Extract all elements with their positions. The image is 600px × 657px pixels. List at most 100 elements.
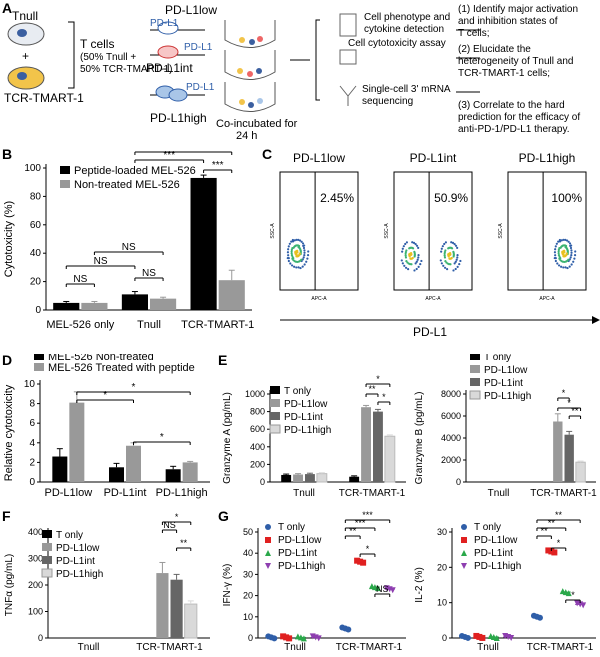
legend-swatch xyxy=(269,424,281,434)
category-label-tcr-tmart-1: TCR-TMART-1 xyxy=(530,488,597,499)
flow-event xyxy=(441,245,444,248)
flow-event xyxy=(408,247,411,250)
y-tick-label: 100 xyxy=(24,163,41,174)
flow-event xyxy=(456,256,459,259)
assay-brace xyxy=(315,19,320,101)
flow-event xyxy=(442,264,445,267)
flow-event xyxy=(568,265,571,268)
x-axis-name: APC-A xyxy=(425,296,441,302)
bar-pd-l1low-tcr-tmart-1 xyxy=(553,421,563,482)
flow-event xyxy=(293,265,296,268)
legend-label-pd-l1low: PD-L1low xyxy=(474,535,518,546)
bar-t-only-tcr-tmart-1 xyxy=(349,476,360,482)
flow-event xyxy=(554,254,557,257)
flow-event xyxy=(290,264,294,267)
legend-swatch xyxy=(270,412,280,420)
point-t-only-tnull xyxy=(464,634,471,641)
flow-event xyxy=(404,254,407,257)
flow-event xyxy=(449,263,452,266)
legend-swatch xyxy=(34,354,44,360)
significance-label: ** xyxy=(555,510,563,520)
y-tick-label: 0 xyxy=(35,305,41,316)
legend-swatch xyxy=(34,363,44,371)
flow-event xyxy=(300,258,303,261)
legend-swatch xyxy=(470,378,480,386)
legend-marker xyxy=(461,550,467,556)
chart-e-granzyme-a: 0 200 400 600 800 1000 Granzyme A (pg/mL) Tnull… xyxy=(222,374,406,499)
panel-label-b: B xyxy=(2,146,13,162)
bar-pd-l1high-tcr-tmart-1 xyxy=(384,435,396,483)
legend-label-pd-l1high: PD-L1high xyxy=(56,569,103,580)
pdl1-low-top-label: PD-L1low xyxy=(165,3,218,17)
flow-event xyxy=(565,252,568,255)
y-tick-label: 50 xyxy=(243,527,253,537)
flow-event xyxy=(404,251,407,254)
significance-label: *** xyxy=(362,510,373,520)
bar-mel-526-treated-with-peptide-pd-l1high xyxy=(182,462,198,482)
axes-D: 0 2 4 6 8 10 Relative cytotoxicity xyxy=(3,379,210,488)
legend-swatch xyxy=(270,399,280,407)
flow-event xyxy=(440,262,443,265)
pdl1-axis-label: PD-L1 xyxy=(413,325,447,338)
significance-label: *** xyxy=(163,150,175,161)
flow-event xyxy=(413,269,416,272)
flow-event xyxy=(573,257,576,260)
x-axis-name: APC-A xyxy=(311,296,327,302)
y-tick-label: 400 xyxy=(250,442,265,452)
cytotox-icon xyxy=(339,49,357,65)
flow-event xyxy=(454,260,457,263)
flow-event xyxy=(416,258,419,261)
y-axis-name: SSC-A xyxy=(498,223,504,239)
legend-label-pd-l1high: PD-L1high xyxy=(278,561,325,572)
legend-label-pd-l1low: PD-L1low xyxy=(56,543,100,554)
flow-event xyxy=(554,248,557,251)
panel-label-d: D xyxy=(2,352,13,368)
y-tick-label: 200 xyxy=(28,580,43,590)
flow-event xyxy=(298,239,302,242)
flow-event xyxy=(405,241,408,244)
mix-line1: (50% Tnull + xyxy=(80,52,137,63)
y-tick-label: 400 xyxy=(28,527,43,537)
flow-event xyxy=(295,266,298,269)
flow-event xyxy=(303,263,306,266)
tnull-label: Tnull xyxy=(12,9,39,23)
y-tick-label: 0 xyxy=(456,477,461,487)
legend-marker xyxy=(265,563,271,569)
flow-event xyxy=(404,252,407,255)
significance-label: * xyxy=(382,392,386,402)
flow-event xyxy=(414,242,417,246)
pdl1-low-small: PD-L1 xyxy=(150,18,179,29)
legend-label-pd-l1low: PD-L1low xyxy=(278,535,322,546)
flow-event xyxy=(557,252,560,255)
legend-label-non-treated-mel-526: Non-treated MEL-526 xyxy=(74,179,180,191)
flow-event xyxy=(456,253,459,257)
y-axis-label: Granzyme B (pg/mL) xyxy=(414,392,425,485)
legend-marker xyxy=(461,563,467,569)
y-tick-label: 20 xyxy=(243,591,253,601)
bar-pd-l1low-tnull xyxy=(293,474,303,482)
flow-event xyxy=(447,255,450,258)
flow-event xyxy=(572,260,575,263)
category-label-pd-l1int: PD-L1int xyxy=(104,487,147,499)
well-icon-3 xyxy=(224,82,276,112)
y-tick-label: 60 xyxy=(30,220,42,231)
flow-event xyxy=(562,238,565,241)
flow-event xyxy=(414,262,417,265)
bar-mel-526-treated-with-peptide-pd-l1int xyxy=(126,445,141,482)
y-tick-label: 20 xyxy=(30,277,42,288)
bar-mel-526-treated-with-peptide-pd-l1low xyxy=(69,402,85,482)
bar-pd-l1int-tcr-tmart-1 xyxy=(564,434,574,482)
y-tick-label: 600 xyxy=(250,424,265,434)
bar-pd-l1low-tcr-tmart-1 xyxy=(156,573,169,638)
point-t-only-tnull xyxy=(271,635,278,642)
flow-event xyxy=(570,251,573,254)
legend-marker xyxy=(265,537,271,543)
flow-event xyxy=(567,258,570,261)
legend-marker xyxy=(461,537,467,543)
flow-event xyxy=(306,257,309,260)
flow-event xyxy=(555,242,558,245)
flow-plot-frame xyxy=(279,171,359,291)
pdl1-high-label: PD-L1high xyxy=(150,111,207,125)
flow-event xyxy=(306,254,310,257)
y-tick-label: 4 xyxy=(29,438,35,449)
